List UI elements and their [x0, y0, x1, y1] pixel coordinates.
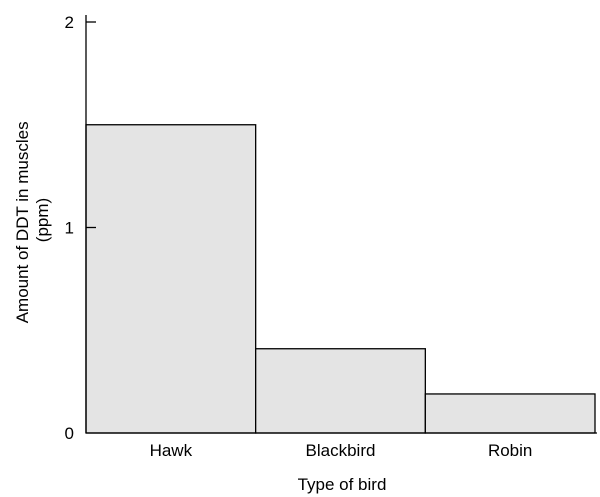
y-ticks-group: 0 1 2	[65, 13, 96, 443]
y-tick-label-0: 0	[65, 424, 74, 443]
bars-group	[85, 124, 596, 434]
x-tick-labels-group: Hawk Blackbird Robin	[150, 441, 533, 460]
x-tick-label-robin: Robin	[488, 441, 532, 460]
bar-blackbird	[255, 348, 426, 434]
y-axis-title-line1: Amount of DDT in muscles	[13, 121, 32, 323]
x-axis-title: Type of bird	[298, 475, 387, 494]
x-tick-label-hawk: Hawk	[150, 441, 193, 460]
y-axis-title: Amount of DDT in muscles (ppm)	[13, 117, 52, 324]
y-axis-title-line2: (ppm)	[33, 198, 52, 242]
bar-robin	[424, 393, 596, 434]
y-tick-label-1: 1	[65, 219, 74, 238]
x-tick-label-blackbird: Blackbird	[306, 441, 376, 460]
y-tick-label-2: 2	[65, 13, 74, 32]
bar-hawk	[85, 124, 257, 434]
